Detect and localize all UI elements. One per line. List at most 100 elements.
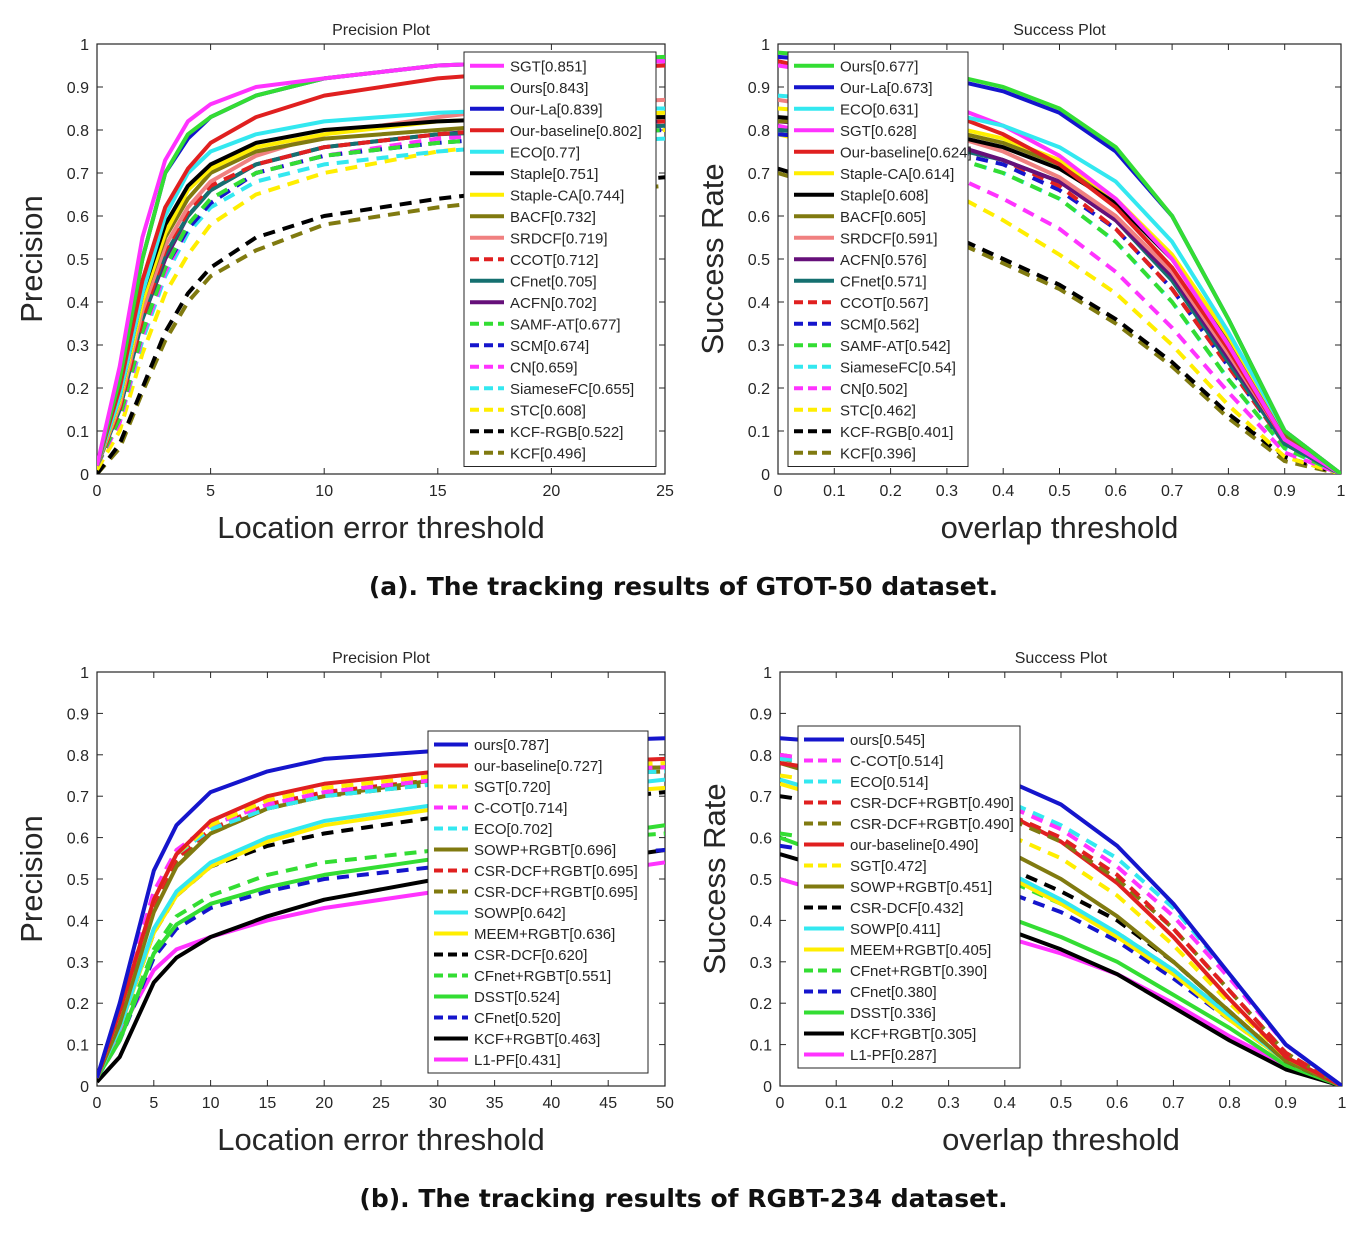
legend-label: Our-La[0.673] — [840, 80, 933, 97]
legend-label: SOWP+RGBT[0.451] — [850, 879, 992, 896]
legend-label: our-baseline[0.490] — [850, 837, 978, 854]
caption-rgbt: (b). The tracking results of RGBT-234 da… — [359, 1184, 1008, 1213]
legend-label: KCF+RGBT[0.305] — [850, 1026, 976, 1043]
y-tick-label: 0.1 — [67, 1038, 89, 1055]
x-tick-label: 0.1 — [823, 483, 845, 500]
legend-label: Staple-CA[0.744] — [510, 187, 624, 204]
y-tick-label: 0.4 — [748, 295, 770, 312]
legend-label: SOWP[0.642] — [474, 905, 566, 922]
series-line — [778, 123, 1341, 474]
legend: ours[0.787] our-baseline[0.727] SGT[0.720]… — [427, 730, 649, 1074]
y-tick-label: 0.3 — [67, 338, 89, 355]
y-tick-label: 1 — [761, 37, 770, 54]
x-tick-label: 0 — [93, 483, 102, 500]
x-tick-label: 0.1 — [825, 1095, 847, 1112]
legend-label: KCF[0.496] — [510, 445, 586, 462]
y-tick-label: 0.1 — [67, 424, 89, 441]
x-tick-label: 0.3 — [937, 1095, 959, 1112]
y-tick-label: 0.2 — [748, 381, 770, 398]
legend-label: Ours[0.677] — [840, 58, 918, 75]
series-line — [778, 132, 1341, 474]
legend-label: SCM[0.562] — [840, 316, 919, 333]
series-line — [780, 843, 1342, 1086]
legend-label: ECO[0.702] — [474, 821, 552, 838]
y-tick-label: 0.2 — [67, 381, 89, 398]
legend-label: ECO[0.514] — [850, 774, 928, 791]
legend: Ours[0.677] Our-La[0.673] ECO[0.631] SGT[0.… — [787, 51, 972, 467]
y-tick-label: 1 — [763, 665, 772, 682]
legend-label: ACFN[0.576] — [840, 252, 927, 269]
legend-label: STC[0.608] — [510, 402, 586, 419]
y-tick-label: 0.6 — [67, 209, 89, 226]
x-tick-label: 50 — [656, 1095, 674, 1112]
legend-label: Ours[0.843] — [510, 80, 588, 97]
y-tick-label: 0.5 — [748, 252, 770, 269]
x-tick-label: 0.8 — [1217, 483, 1239, 500]
x-tick-label: 0.6 — [1105, 483, 1127, 500]
legend-label: ECO[0.77] — [510, 144, 580, 161]
legend-label: DSST[0.524] — [474, 989, 560, 1006]
y-axis-label: Precision — [14, 815, 49, 943]
x-tick-label: 0.8 — [1218, 1095, 1240, 1112]
x-axis-label: Location error threshold — [217, 1122, 544, 1157]
legend-label: MEEM+RGBT[0.636] — [474, 926, 615, 943]
legend-label: ECO[0.631] — [840, 101, 918, 118]
legend-label: SGT[0.472] — [850, 858, 927, 875]
legend-label: SGT[0.851] — [510, 58, 587, 75]
x-tick-label: 0.9 — [1275, 1095, 1297, 1112]
y-tick-label: 0.8 — [67, 123, 89, 140]
y-tick-label: 0.7 — [67, 789, 89, 806]
y-tick-label: 0 — [80, 467, 89, 484]
legend-label: BACF[0.732] — [510, 209, 596, 226]
y-tick-label: 0 — [763, 1079, 772, 1096]
y-tick-label: 0.6 — [67, 831, 89, 848]
y-tick-label: 0.9 — [748, 80, 770, 97]
y-tick-label: 0.5 — [67, 872, 89, 889]
legend-label: Our-baseline[0.802] — [510, 123, 642, 140]
x-tick-label: 10 — [202, 1095, 220, 1112]
legend-label: CSR-DCF[0.620] — [474, 947, 587, 964]
legend-label: our-baseline[0.727] — [474, 758, 602, 775]
x-axis-label: overlap threshold — [941, 510, 1179, 545]
y-tick-label: 0.3 — [748, 338, 770, 355]
x-tick-label: 25 — [372, 1095, 390, 1112]
x-tick-label: 0.5 — [1050, 1095, 1072, 1112]
legend-label: L1-PF[0.287] — [850, 1047, 937, 1064]
x-tick-label: 0.5 — [1048, 483, 1070, 500]
x-tick-label: 0.6 — [1106, 1095, 1128, 1112]
y-tick-label: 0 — [761, 467, 770, 484]
legend-label: SOWP[0.411] — [850, 921, 941, 938]
legend-label: ours[0.787] — [474, 737, 549, 754]
legend-label: ours[0.545] — [850, 732, 925, 749]
x-tick-label: 0.2 — [879, 483, 901, 500]
y-tick-label: 0.7 — [748, 166, 770, 183]
x-axis-label: overlap threshold — [942, 1122, 1180, 1157]
y-tick-label: 0.5 — [67, 252, 89, 269]
legend-label: SCM[0.674] — [510, 338, 589, 355]
y-tick-label: 0.6 — [748, 209, 770, 226]
x-tick-label: 0 — [774, 483, 783, 500]
legend: ours[0.545] C-COT[0.514] ECO[0.514] CSR-DCF… — [797, 725, 1021, 1069]
x-tick-label: 35 — [486, 1095, 504, 1112]
legend-label: C-COT[0.514] — [850, 753, 943, 770]
legend-label: KCF-RGB[0.522] — [510, 424, 623, 441]
legend-label: SOWP+RGBT[0.696] — [474, 842, 616, 859]
series-group — [778, 50, 1341, 474]
legend-label: CCOT[0.712] — [510, 252, 598, 269]
legend-label: STC[0.462] — [840, 402, 916, 419]
y-tick-label: 0.1 — [748, 424, 770, 441]
x-tick-label: 0.9 — [1274, 483, 1296, 500]
legend-label: SGT[0.628] — [840, 123, 917, 140]
legend-label: SAMF-AT[0.542] — [840, 338, 951, 355]
legend-label: SiameseFC[0.54] — [840, 359, 956, 376]
y-axis-label: Precision — [14, 195, 49, 323]
chart-title: Precision Plot — [332, 650, 430, 667]
x-tick-label: 10 — [315, 483, 333, 500]
x-tick-label: 0.4 — [992, 483, 1014, 500]
legend-label: KCF+RGBT[0.463] — [474, 1031, 600, 1048]
legend-box — [463, 51, 657, 467]
legend-label: CFnet+RGBT[0.551] — [474, 968, 611, 985]
x-axis-label: Location error threshold — [217, 510, 544, 545]
x-tick-label: 15 — [429, 483, 447, 500]
